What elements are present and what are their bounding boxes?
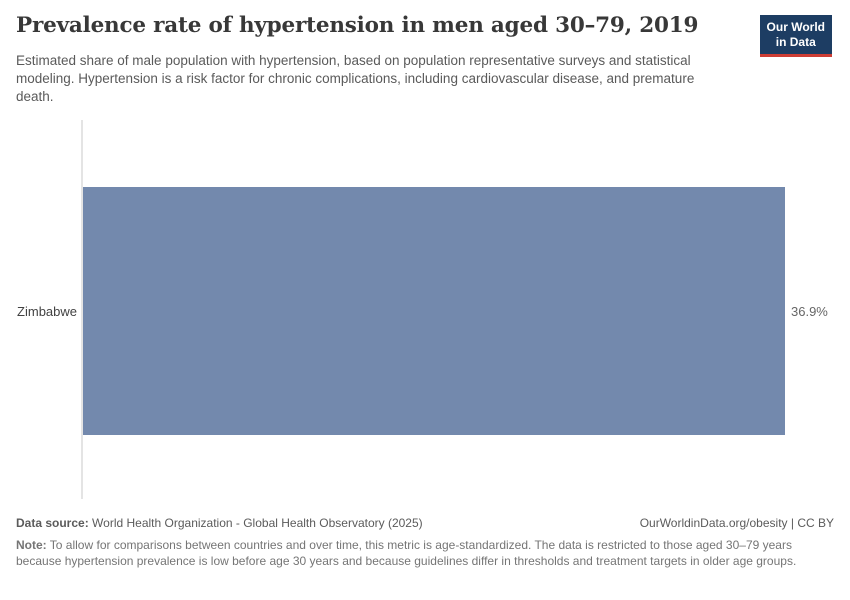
data-source-value: World Health Organization - Global Healt… <box>92 516 423 530</box>
bar-value-label: 36.9% <box>791 303 828 319</box>
note-label: Note: <box>16 538 47 552</box>
owid-citation-link[interactable]: OurWorldinData.org/obesity | CC BY <box>639 516 834 530</box>
bar-zimbabwe <box>83 187 785 435</box>
chart-subtitle: Estimated share of male population with … <box>16 53 695 104</box>
data-source-label: Data source: <box>16 516 89 530</box>
source-row: Data source: World Health Organization -… <box>16 516 834 530</box>
chart-title: Prevalence rate of hypertension in men a… <box>16 13 699 38</box>
owid-logo-line1: Our World <box>766 20 825 34</box>
bar-label-zimbabwe: Zimbabwe <box>17 303 77 319</box>
chart-footer: Data source: World Health Organization -… <box>16 516 834 569</box>
owid-logo: Our World in Data <box>759 15 832 57</box>
bar-track <box>83 187 785 435</box>
chart-note: Note: To allow for comparisons between c… <box>16 537 834 569</box>
owid-logo-line2: in Data <box>775 35 816 49</box>
note-text: To allow for comparisons between countri… <box>16 538 797 568</box>
data-source-line: Data source: World Health Organization -… <box>16 516 423 530</box>
y-axis-line <box>81 120 83 499</box>
plot-area: Zimbabwe 36.9% <box>0 120 850 500</box>
